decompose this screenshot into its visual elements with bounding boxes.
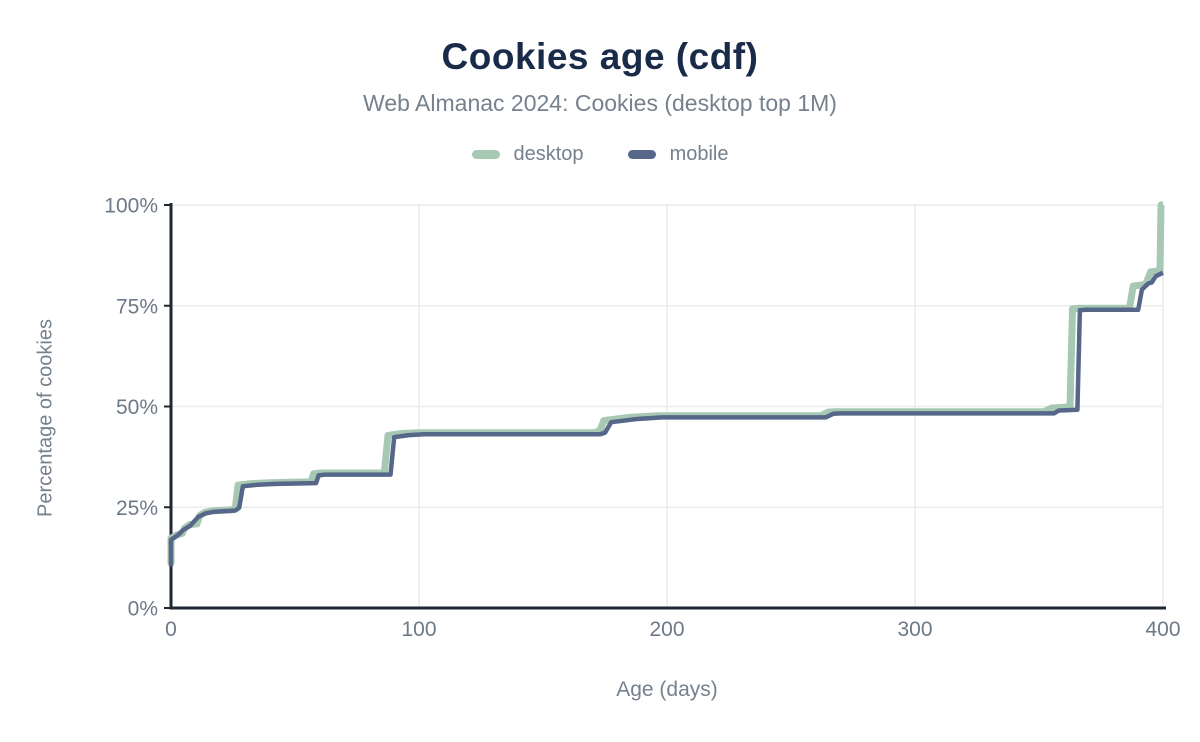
x-tick-label: 400	[1145, 618, 1180, 641]
y-tick-label: 100%	[104, 195, 158, 218]
legend-item-mobile[interactable]: mobile	[627, 143, 729, 166]
chart-subtitle: Web Almanac 2024: Cookies (desktop top 1…	[363, 90, 837, 116]
x-axis-title: Age (days)	[616, 678, 718, 701]
x-tick-label: 300	[897, 618, 932, 641]
mobile-swatch-icon	[627, 150, 656, 159]
legend-item-desktop[interactable]: desktop	[471, 143, 584, 166]
legend-label-desktop: desktop	[513, 143, 584, 165]
y-tick-label: 25%	[116, 497, 158, 520]
legend-label-mobile: mobile	[669, 143, 729, 165]
x-tick-label: 100	[401, 618, 436, 641]
desktop-swatch-icon	[471, 150, 500, 159]
y-tick-label: 75%	[116, 295, 158, 318]
x-tick-label: 200	[649, 618, 684, 641]
y-axis-title: Percentage of cookies	[34, 319, 57, 517]
series-line-mobile[interactable]	[168, 270, 1164, 567]
chart-title: Cookies age (cdf)	[441, 36, 759, 77]
legend: desktop mobile	[0, 143, 1200, 166]
y-tick-label: 50%	[116, 396, 158, 419]
x-tick-label: 0	[165, 618, 177, 641]
y-tick-label: 0%	[128, 598, 158, 621]
